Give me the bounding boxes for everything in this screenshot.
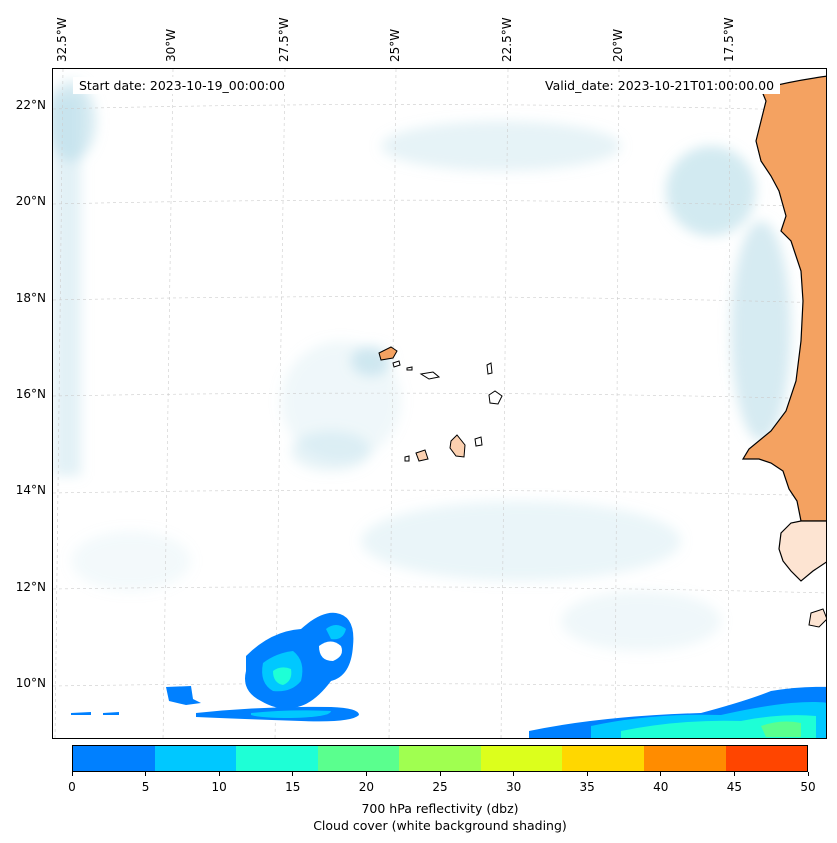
colorbar-segment — [399, 746, 481, 771]
lon-label: 17.5°W — [722, 17, 736, 62]
colorbar-tick — [513, 772, 515, 776]
colorbar-tick — [439, 772, 441, 776]
colorbar-tick — [218, 772, 220, 776]
colorbar — [72, 745, 808, 772]
lat-label: 12°N — [15, 580, 46, 594]
colorbar-tick-label: 45 — [726, 780, 743, 794]
colorbar-sublabel: Cloud cover (white background shading) — [313, 818, 567, 833]
lon-label: 25°W — [388, 28, 402, 62]
bissagos-islands — [808, 608, 826, 628]
africa-land — [741, 75, 826, 522]
colorbar-segment — [643, 746, 726, 771]
colorbar-tick-label: 20 — [358, 780, 375, 794]
cape-verde-islands — [378, 346, 503, 462]
colorbar-tick-label: 30 — [505, 780, 522, 794]
lat-label: 10°N — [15, 676, 46, 690]
colorbar-label: 700 hPa reflectivity (dbz) — [361, 801, 519, 816]
gridlines — [53, 69, 826, 738]
reflectivity-contours — [71, 612, 826, 738]
lon-label: 30°W — [164, 28, 178, 62]
africa-land-south — [778, 520, 826, 582]
lat-label: 20°N — [15, 194, 46, 208]
colorbar-tick — [292, 772, 294, 776]
valid-date-label: Valid_date: 2023-10-21T01:00:00.00 — [539, 77, 781, 94]
cloud-cover-shading — [53, 81, 791, 651]
lat-label: 22°N — [15, 98, 46, 112]
colorbar-tick — [365, 772, 367, 776]
colorbar-tick — [733, 772, 735, 776]
lon-label: 32.5°W — [55, 17, 69, 62]
colorbar-tick-label: 5 — [141, 780, 150, 794]
lat-label: 16°N — [15, 387, 46, 401]
lon-label: 27.5°W — [277, 17, 291, 62]
colorbar-segment — [725, 746, 808, 771]
lon-label: 22.5°W — [500, 17, 514, 62]
colorbar-segment — [236, 746, 318, 771]
colorbar-tick-label: 0 — [68, 780, 76, 794]
colorbar-tick-label: 50 — [800, 780, 816, 794]
colorbar-segment — [73, 746, 155, 771]
map-panel — [52, 68, 827, 739]
colorbar-tick-label: 40 — [653, 780, 669, 794]
lon-label: 20°W — [611, 28, 625, 62]
map-canvas — [53, 69, 826, 738]
colorbar-tick-label: 10 — [211, 780, 227, 794]
colorbar-tick — [660, 772, 662, 776]
colorbar-tick — [586, 772, 588, 776]
colorbar-tick-label: 35 — [579, 780, 595, 794]
colorbar-segment — [154, 746, 237, 771]
colorbar-tick-label: 15 — [285, 780, 301, 794]
colorbar-segment — [317, 746, 400, 771]
colorbar-tick — [807, 772, 809, 776]
colorbar-segment — [562, 746, 644, 771]
lat-label: 18°N — [15, 291, 46, 305]
colorbar-tick-label: 25 — [432, 780, 448, 794]
colorbar-segment — [480, 746, 563, 771]
lat-label: 14°N — [15, 483, 46, 497]
colorbar-tick — [145, 772, 147, 776]
start-date-label: Start date: 2023-10-19_00:00:00 — [73, 77, 291, 94]
colorbar-tick — [71, 772, 73, 776]
